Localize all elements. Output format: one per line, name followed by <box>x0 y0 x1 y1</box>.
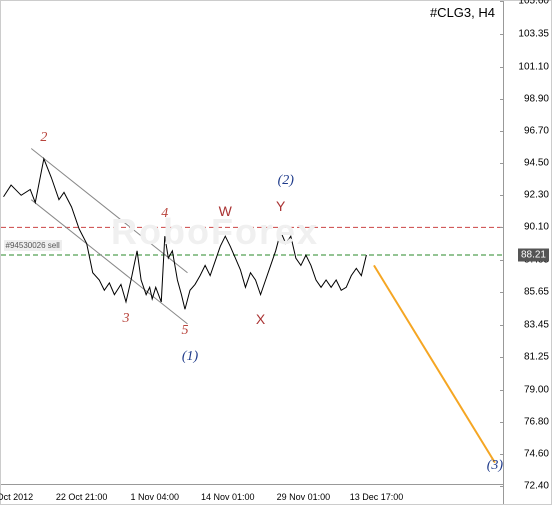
y-tick: 98.90 <box>524 93 549 104</box>
y-tick: 85.65 <box>524 287 549 298</box>
x-tick: 29 Nov 01:00 <box>277 492 331 502</box>
wave-label: 3 <box>122 311 129 327</box>
x-tick: 8 Oct 2012 <box>0 492 33 502</box>
wave-label: 4 <box>161 206 168 222</box>
x-tick: 22 Oct 21:00 <box>56 492 108 502</box>
sell-badge: #94530026 sell <box>4 240 62 251</box>
x-tick: 13 Dec 17:00 <box>350 492 404 502</box>
plot-svg <box>1 1 503 484</box>
y-tick: 103.35 <box>518 28 549 39</box>
y-tick: 90.10 <box>524 222 549 233</box>
y-tick: 94.50 <box>524 158 549 169</box>
current-price-marker: 88.21 <box>518 249 549 262</box>
wave-label: 2 <box>40 130 47 146</box>
wave-label: (2) <box>278 173 294 189</box>
y-tick: 72.40 <box>524 481 549 492</box>
wave-label: W <box>219 203 232 219</box>
wave-label: (1) <box>182 349 198 365</box>
y-tick: 74.60 <box>524 448 549 459</box>
y-tick: 81.25 <box>524 351 549 362</box>
x-tick: 14 Nov 01:00 <box>201 492 255 502</box>
x-tick: 1 Nov 04:00 <box>130 492 179 502</box>
plot-area: RoboForex 2435(1)WXY(2)(3)#94530026 sell <box>1 1 503 484</box>
y-tick: 105.60 <box>518 0 549 7</box>
x-axis: 8 Oct 2012 22 Oct 21:00 1 Nov 04:00 14 Nov … <box>1 484 503 504</box>
y-axis: 72.4074.6076.8079.0081.2583.4585.6587.85… <box>503 1 551 504</box>
wave-label: Y <box>276 198 285 214</box>
wave-label: X <box>256 311 265 327</box>
wave-label: (3) <box>487 458 503 474</box>
y-tick: 83.45 <box>524 319 549 330</box>
chart-container: #CLG3, H4 RoboForex 2435(1)WXY(2)(3)#945… <box>0 0 552 505</box>
y-tick: 79.00 <box>524 384 549 395</box>
wave-label: 5 <box>181 323 188 339</box>
y-tick: 101.10 <box>518 61 549 72</box>
y-tick: 92.30 <box>524 190 549 201</box>
y-tick: 76.80 <box>524 416 549 427</box>
y-tick: 96.70 <box>524 126 549 137</box>
